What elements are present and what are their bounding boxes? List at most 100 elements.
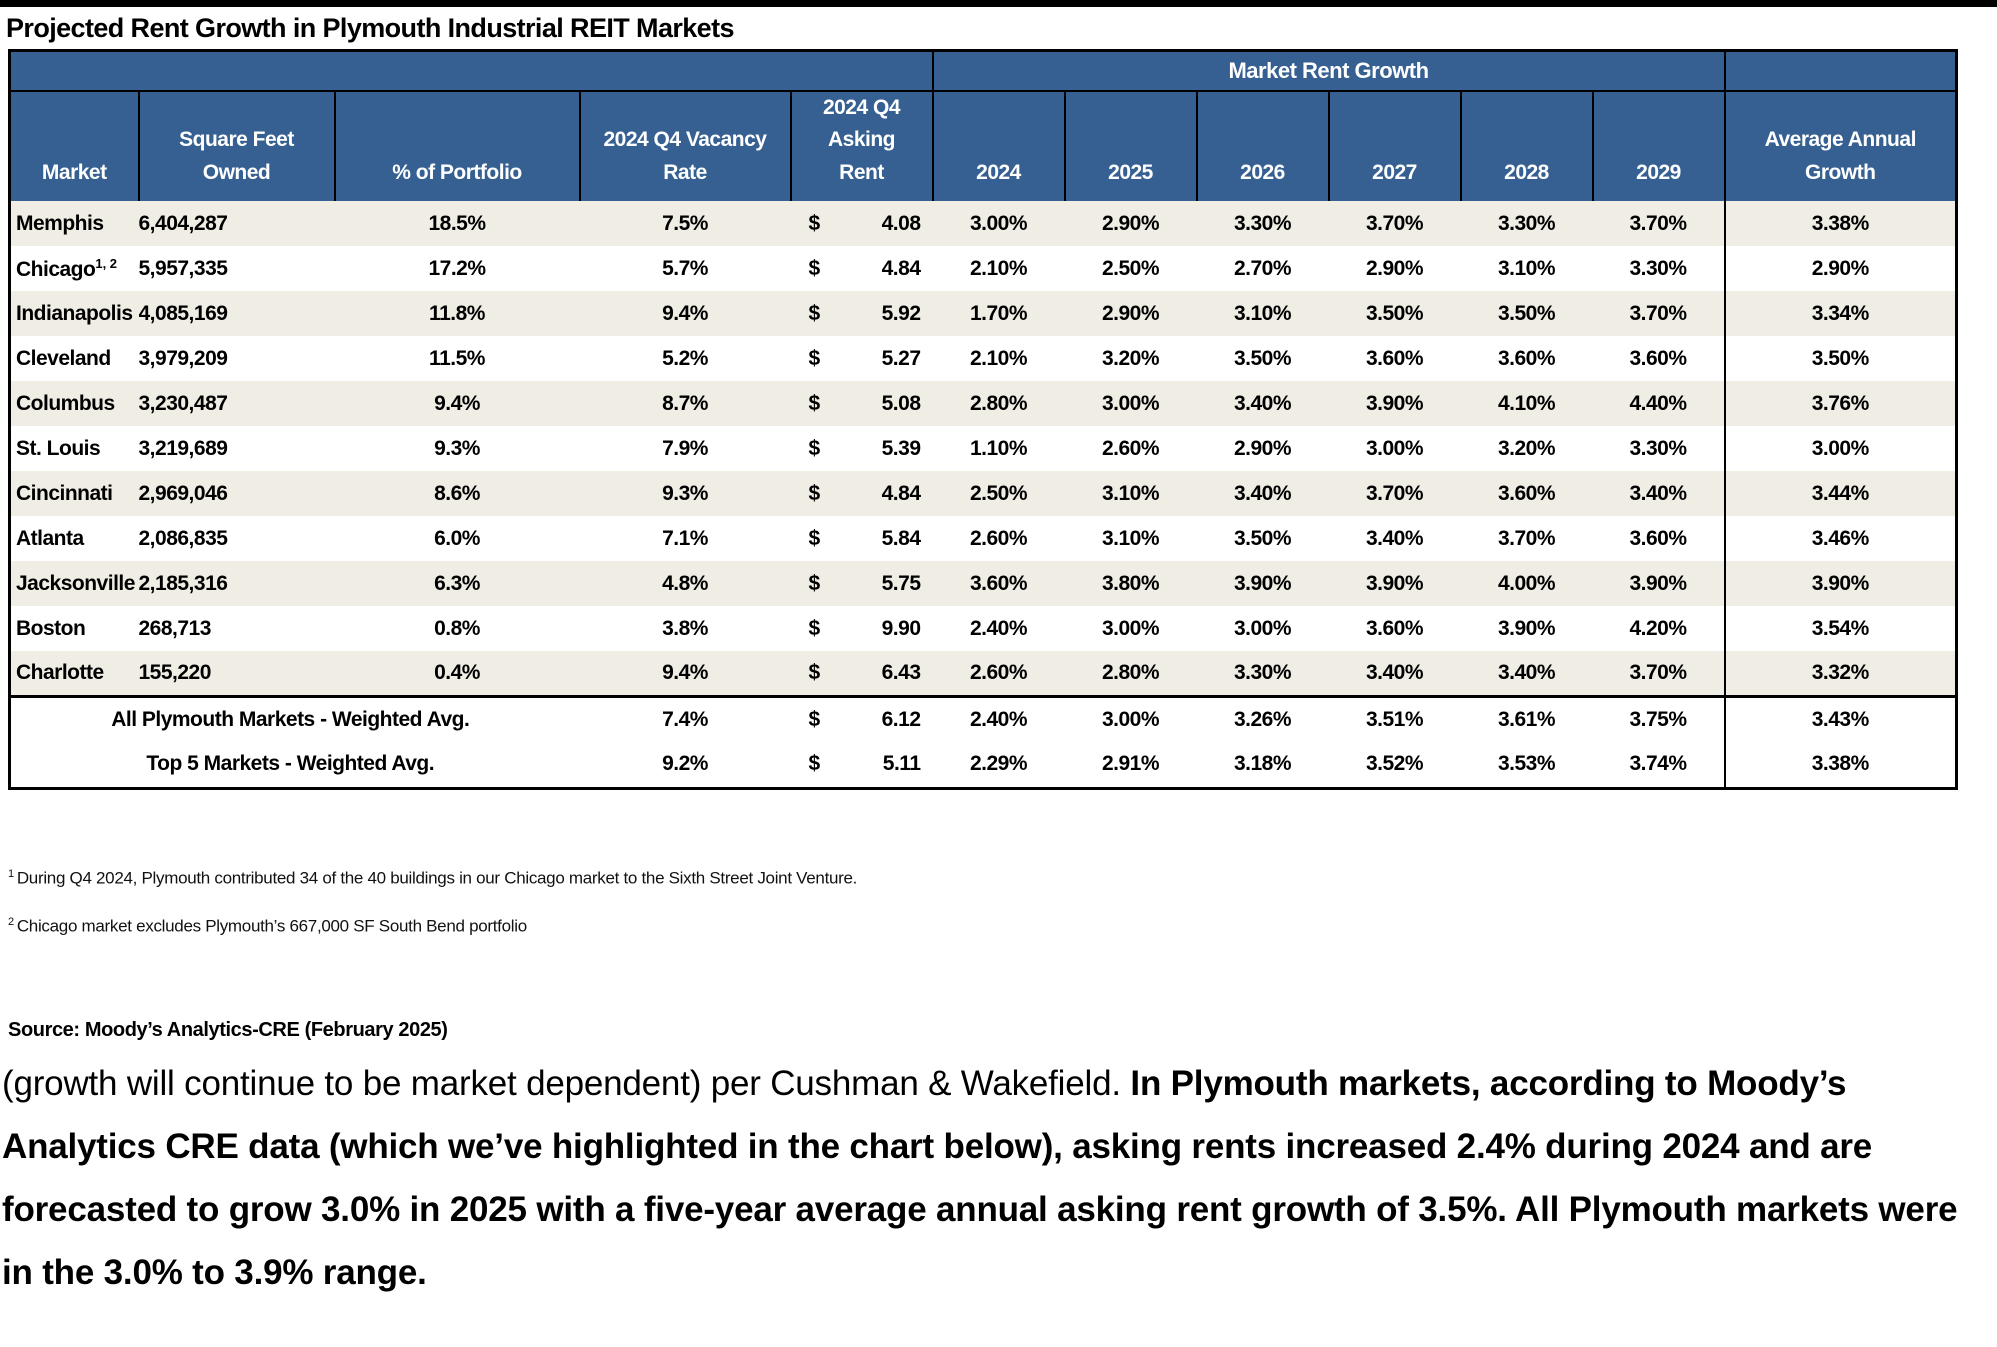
rent-growth-cell: 3.50%	[1497, 301, 1556, 325]
rent-growth-cell: 3.70%	[1629, 301, 1687, 325]
footnote-1: 1 During Q4 2024, Plymouth contributed 34…	[8, 868, 1997, 889]
square-feet-cell: 2,969,046	[138, 481, 228, 505]
portfolio-pct-cell: 11.8%	[429, 301, 485, 325]
rent-growth-cell: 3.60%	[1365, 616, 1424, 640]
rent-growth-cell: 2.90%	[1101, 211, 1160, 235]
portfolio-pct-cell: 8.6%	[434, 481, 480, 505]
footnote-2-text: Chicago market excludes Plymouth’s 667,0…	[16, 916, 527, 936]
currency-symbol: $	[808, 616, 821, 640]
currency-symbol: $	[808, 571, 821, 595]
market-cell: Cleveland	[16, 346, 111, 370]
rent-growth-cell: 3.90%	[1365, 571, 1424, 595]
rent-growth-cell: 3.74%	[1592, 742, 1725, 789]
currency-symbol: $	[808, 526, 821, 550]
rent-growth-cell: 3.26%	[1196, 694, 1329, 743]
table-row: Memphis 6,404,287 18.5% 7.5% $4.08 3.00% 2.90%…	[9, 201, 1957, 247]
rent-growth-cell: 4.20%	[1629, 616, 1687, 640]
table-row: Cleveland 3,979,209 11.5% 5.2% $5.27 2.10% 3.2…	[10, 336, 1957, 382]
vacancy-rate-cell: 7.5%	[662, 211, 708, 235]
table-row: Indianapolis 4,085,169 11.8% 9.4% $5.92 1.70%…	[9, 291, 1957, 337]
average-annual-growth-cell: 3.44%	[1723, 471, 1957, 517]
rent-growth-cell: 3.40%	[1629, 481, 1687, 505]
vacancy-rate-cell: 7.1%	[662, 526, 708, 550]
rent-growth-cell: 3.18%	[1196, 742, 1329, 789]
rent-amount: 9.90	[881, 616, 921, 640]
asking-rent-cell: $5.75	[791, 561, 933, 606]
table-row: Jacksonville 2,185,316 6.3% 4.8% $5.75 3.60% 3…	[9, 561, 1957, 607]
rent-growth-cell: 2.50%	[969, 481, 1028, 505]
summary-row: All Plymouth Markets - Weighted Avg. 7.4%…	[9, 694, 1957, 743]
group-header-market-rent-growth: Market Rent Growth	[931, 50, 1725, 92]
rent-growth-cell: 3.00%	[1365, 436, 1424, 460]
rent-growth-cell: 3.00%	[1101, 616, 1160, 640]
currency-symbol: $	[808, 481, 821, 505]
market-cell: Jacksonville	[16, 571, 135, 595]
rent-growth-cell: 2.60%	[1101, 436, 1160, 460]
rent-growth-cell: 3.20%	[1101, 346, 1160, 370]
rent-growth-cell: 2.80%	[1101, 660, 1160, 684]
rent-amount: 6.43	[881, 660, 921, 684]
asking-rent-cell: $6.43	[791, 651, 933, 696]
rent-growth-cell: 3.70%	[1365, 211, 1424, 235]
asking-rent-cell: $5.27	[791, 336, 933, 381]
average-annual-growth-cell: 3.76%	[1723, 381, 1957, 427]
market-cell: Boston	[16, 616, 86, 640]
rent-growth-cell: 3.00%	[1101, 391, 1160, 415]
rent-growth-cell: 3.10%	[1233, 301, 1292, 325]
square-feet-cell: 3,219,689	[138, 436, 228, 460]
rent-growth-cell: 2.91%	[1064, 742, 1197, 789]
rent-growth-cell: 3.70%	[1497, 526, 1556, 550]
currency-symbol: $	[808, 301, 821, 325]
average-annual-growth-cell: 3.54%	[1723, 606, 1957, 652]
col-header-2028: 2028	[1459, 90, 1593, 202]
col-header-2026: 2026	[1195, 90, 1329, 202]
footnote-2: 2 Chicago market excludes Plymouth’s 667,…	[8, 916, 1997, 937]
page-title: Projected Rent Growth in Plymouth Indust…	[6, 13, 735, 43]
currency-symbol: $	[808, 660, 821, 684]
rent-amount: 5.84	[881, 526, 921, 550]
rent-growth-cell: 3.60%	[1629, 346, 1687, 370]
top-rule	[0, 0, 1997, 7]
rent-growth-cell: 3.52%	[1328, 742, 1461, 789]
rent-amount: 5.11	[882, 752, 921, 776]
average-annual-growth-cell: 2.90%	[1723, 246, 1957, 292]
summary-label-cell: All Plymouth Markets - Weighted Avg.	[9, 694, 580, 743]
rent-growth-cell: 3.20%	[1497, 436, 1556, 460]
rent-growth-cell: 2.29%	[932, 742, 1065, 789]
vacancy-rate-cell: 9.4%	[662, 660, 708, 684]
rent-growth-cell: 3.60%	[1497, 481, 1556, 505]
currency-symbol: $	[808, 346, 821, 370]
col-header-2027: 2027	[1327, 90, 1461, 202]
table-row: St. Louis 3,219,689 9.3% 7.9% $5.39 1.10% 2.60…	[10, 426, 1957, 472]
rent-growth-cell: 3.00%	[1064, 694, 1197, 743]
square-feet-cell: 155,220	[138, 660, 212, 684]
rent-growth-cell: 2.90%	[1233, 436, 1292, 460]
rent-growth-cell: 3.30%	[1233, 211, 1292, 235]
square-feet-cell: 5,957,335	[138, 256, 228, 280]
square-feet-cell: 4,085,169	[138, 301, 228, 325]
vacancy-rate-cell: 9.2%	[579, 742, 791, 789]
rent-growth-cell: 2.50%	[1101, 256, 1160, 280]
currency-symbol: $	[808, 256, 821, 280]
currency-symbol: $	[808, 391, 821, 415]
rent-growth-cell: 3.10%	[1101, 481, 1160, 505]
average-annual-growth-cell: 3.00%	[1723, 426, 1957, 472]
col-header-market: Market	[9, 90, 139, 202]
asking-rent-cell: $5.92	[791, 291, 933, 336]
asking-rent-cell: $6.12	[790, 694, 933, 743]
footnote-1-text: During Q4 2024, Plymouth contributed 34 …	[16, 868, 858, 888]
rent-amount: 5.75	[881, 571, 921, 595]
rent-growth-cell: 1.10%	[969, 436, 1028, 460]
market-cell: Memphis	[16, 211, 104, 235]
square-feet-cell: 3,230,487	[138, 391, 228, 415]
rent-growth-cell: 3.00%	[969, 211, 1028, 235]
rent-growth-cell: 3.80%	[1101, 571, 1160, 595]
group-header-blank-left	[9, 50, 933, 92]
rent-growth-cell: 2.80%	[969, 391, 1028, 415]
average-annual-growth-cell: 3.38%	[1723, 201, 1957, 247]
rent-growth-cell: 3.30%	[1629, 256, 1687, 280]
square-feet-cell: 2,185,316	[138, 571, 228, 595]
asking-rent-cell: $5.39	[791, 426, 933, 471]
rent-growth-cell: 3.90%	[1233, 571, 1292, 595]
rent-growth-cell: 3.40%	[1233, 481, 1292, 505]
